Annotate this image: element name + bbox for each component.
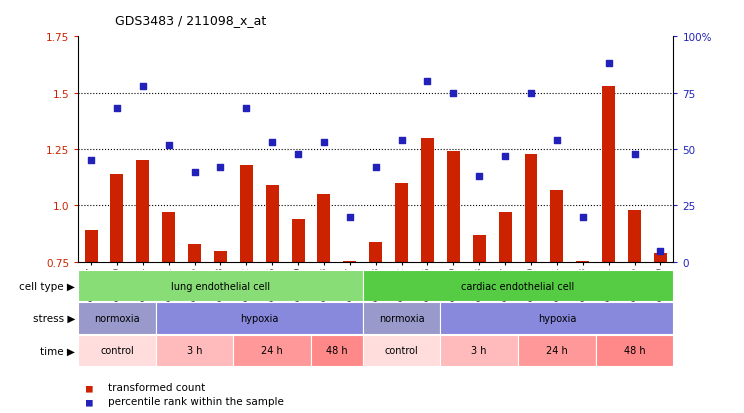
Bar [602,87,615,262]
Text: hypoxia: hypoxia [240,313,278,323]
Bar [311,335,363,366]
Text: control: control [385,345,418,356]
Bar [266,186,279,262]
Point [473,173,485,180]
Bar [628,211,641,262]
Bar [162,213,175,262]
Point [266,140,278,146]
Bar [344,261,356,262]
Bar [363,303,440,334]
Bar [78,271,363,301]
Bar [78,335,155,366]
Point [629,151,641,157]
Bar [240,166,253,262]
Point [214,164,226,171]
Bar [498,213,512,262]
Text: 3 h: 3 h [187,345,202,356]
Text: normoxia: normoxia [94,313,140,323]
Bar [318,195,330,262]
Text: normoxia: normoxia [379,313,424,323]
Text: cell type ▶: cell type ▶ [19,281,75,291]
Bar [440,335,518,366]
Point [551,138,562,144]
Text: hypoxia: hypoxia [538,313,576,323]
Bar [395,183,408,262]
Text: transformed count: transformed count [108,382,205,392]
Point [318,140,330,146]
Text: cardiac endothelial cell: cardiac endothelial cell [461,281,574,291]
Bar [136,161,150,262]
Point [344,214,356,221]
Text: GDS3483 / 211098_x_at: GDS3483 / 211098_x_at [115,14,266,27]
Bar [440,303,673,334]
Bar [78,303,155,334]
Bar [155,335,234,366]
Point [111,106,123,112]
Text: control: control [100,345,134,356]
Bar [518,335,596,366]
Text: ■: ■ [86,396,92,406]
Point [447,90,459,97]
Bar [654,253,667,262]
Bar [363,335,440,366]
Text: 3 h: 3 h [472,345,487,356]
Bar [447,152,460,262]
Point [137,83,149,90]
Point [292,151,304,157]
Bar [369,242,382,262]
Bar [551,190,563,262]
Text: 48 h: 48 h [623,345,645,356]
Bar [421,138,434,262]
Point [655,248,667,254]
Text: 48 h: 48 h [326,345,347,356]
Text: time ▶: time ▶ [40,345,75,356]
Bar [525,154,537,262]
Text: percentile rank within the sample: percentile rank within the sample [108,396,283,406]
Point [370,164,382,171]
Bar [155,303,363,334]
Text: lung endothelial cell: lung endothelial cell [171,281,270,291]
Text: 24 h: 24 h [546,345,568,356]
Bar [292,219,304,262]
Point [422,79,434,85]
Bar [188,244,201,262]
Point [577,214,589,221]
Point [240,106,252,112]
Point [603,61,615,67]
Text: stress ▶: stress ▶ [33,313,75,323]
Point [499,153,511,160]
Bar [110,174,124,262]
Point [85,158,97,164]
Bar [85,231,97,262]
Bar [234,335,311,366]
Point [396,138,408,144]
Point [525,90,537,97]
Bar [596,335,673,366]
Bar [214,251,227,262]
Point [163,142,175,149]
Bar [472,235,486,262]
Bar [363,271,673,301]
Point [189,169,201,176]
Text: ■: ■ [86,382,92,392]
Text: 24 h: 24 h [261,345,283,356]
Bar [577,261,589,262]
